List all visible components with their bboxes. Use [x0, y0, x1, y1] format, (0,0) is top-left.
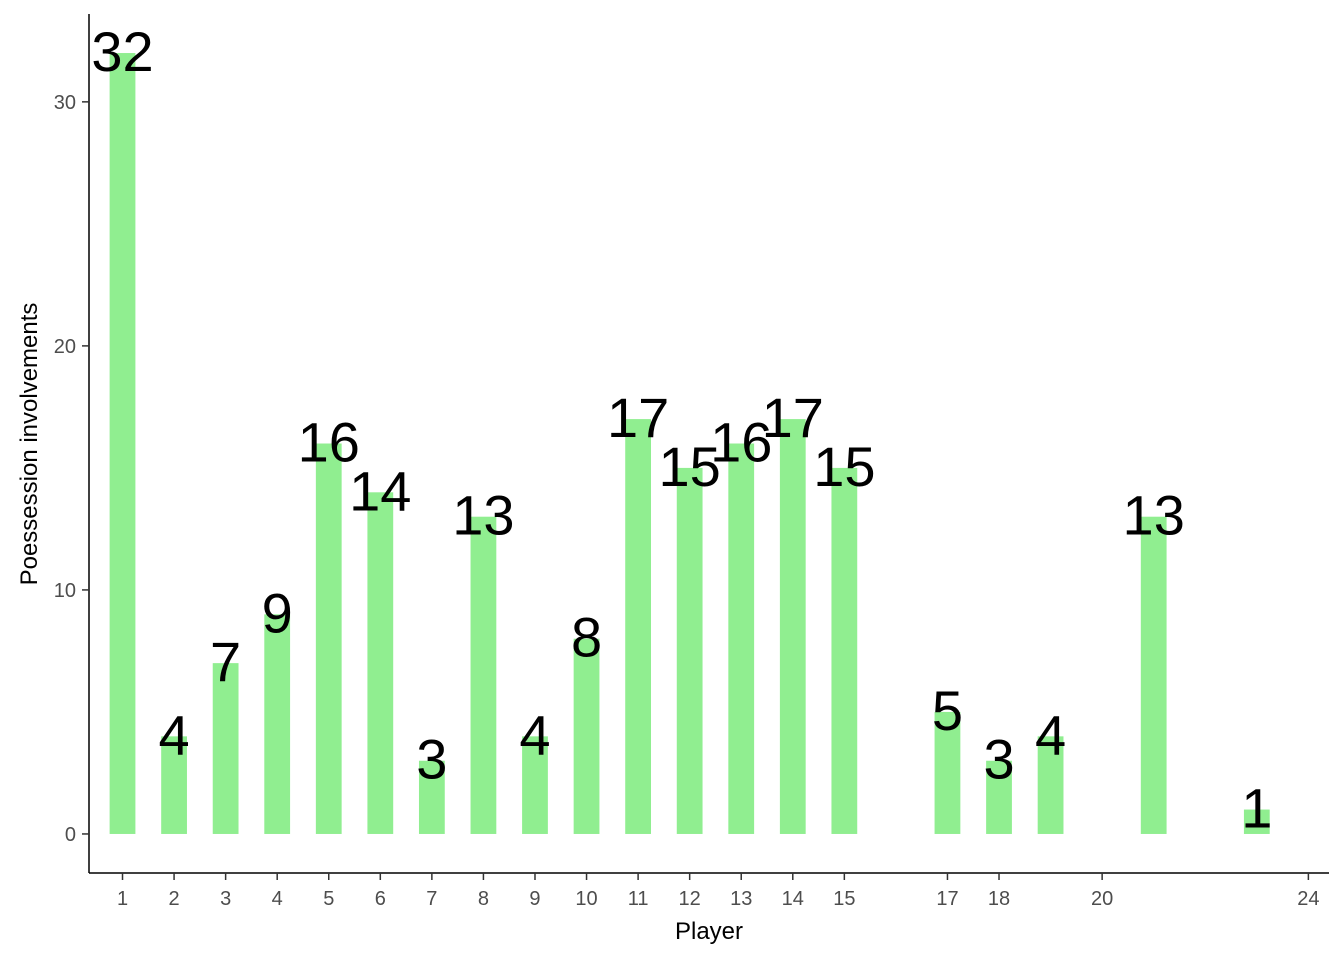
x-tick-label: 3: [220, 888, 231, 910]
x-tick-label: 13: [730, 888, 752, 910]
x-tick-label: 2: [169, 888, 180, 910]
x-tick-label: 10: [575, 888, 597, 910]
bar: [418, 760, 445, 834]
bar: [779, 419, 806, 834]
bar: [934, 711, 961, 834]
data-label: 15: [659, 435, 721, 498]
y-axis-title: Poessession involvements: [16, 303, 43, 586]
x-tick-label: 20: [1091, 888, 1113, 910]
data-label: 4: [1035, 703, 1066, 766]
data-label: 14: [349, 459, 411, 522]
y-tick-label: 30: [54, 92, 76, 114]
bar: [1140, 516, 1167, 834]
y-axis-ticks: 0 10 20 30: [54, 92, 89, 846]
data-label: 5: [932, 679, 963, 742]
y-tick-label: 10: [54, 580, 76, 602]
data-label: 1: [1241, 777, 1272, 840]
x-tick-label: 15: [833, 888, 855, 910]
x-tick-label: 1: [117, 888, 128, 910]
bar: [573, 638, 600, 834]
bars-group: [109, 53, 1270, 834]
data-label: 3: [983, 728, 1014, 791]
data-label: 4: [158, 703, 189, 766]
x-tick-label: 14: [782, 888, 804, 910]
bar: [1037, 736, 1064, 834]
data-label: 16: [298, 411, 360, 474]
data-label: 32: [91, 20, 153, 83]
data-label: 13: [1123, 484, 1185, 547]
y-tick-label: 0: [65, 824, 76, 846]
data-label: 17: [607, 386, 669, 449]
x-tick-label: 9: [529, 888, 540, 910]
x-axis-ticks: 1 2 3 4 5 6 7 8 9 10 11 12 13 14 15 17 18 20 24: [117, 873, 1320, 910]
x-tick-label: 6: [375, 888, 386, 910]
data-label: 8: [571, 606, 602, 669]
bar: [470, 516, 497, 834]
x-axis-title: Player: [675, 918, 743, 945]
data-label: 3: [416, 728, 447, 791]
x-tick-label: 24: [1297, 888, 1319, 910]
bar: [625, 419, 651, 834]
data-label: 7: [210, 630, 241, 693]
x-tick-label: 8: [478, 888, 489, 910]
data-label: 15: [813, 435, 875, 498]
bar: [676, 467, 703, 834]
bar: [109, 53, 136, 834]
y-tick-label: 20: [54, 336, 76, 358]
x-tick-label: 7: [426, 888, 437, 910]
bar: [264, 614, 291, 834]
x-tick-label: 18: [988, 888, 1010, 910]
bar: [522, 736, 548, 834]
data-label: 16: [710, 411, 772, 474]
bar: [728, 443, 755, 834]
bar: [212, 663, 239, 834]
bar: [367, 492, 394, 834]
data-label: 17: [762, 386, 824, 449]
bar: [315, 443, 342, 834]
x-tick-label: 5: [323, 888, 334, 910]
x-tick-label: 17: [936, 888, 958, 910]
x-tick-label: 12: [679, 888, 701, 910]
data-label: 4: [519, 703, 550, 766]
data-label: 9: [262, 581, 293, 644]
data-label: 13: [452, 484, 514, 547]
bar: [1243, 809, 1270, 834]
x-tick-label: 4: [272, 888, 283, 910]
x-tick-label: 11: [628, 888, 649, 910]
bar: [986, 760, 1012, 834]
bar: [831, 467, 858, 834]
bar: [161, 736, 187, 834]
